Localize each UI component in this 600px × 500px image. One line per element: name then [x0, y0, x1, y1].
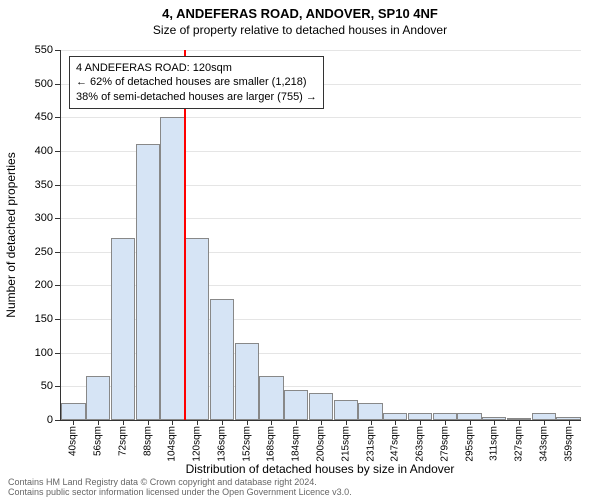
chart-title: 4, ANDEFERAS ROAD, ANDOVER, SP10 4NF — [0, 0, 600, 21]
x-tick — [470, 420, 471, 425]
annotation-box: 4 ANDEFERAS ROAD: 120sqm ← 62% of detach… — [69, 56, 324, 109]
y-tick-label: 450 — [35, 111, 53, 123]
y-tick-label: 300 — [35, 212, 53, 224]
y-tick — [55, 117, 61, 118]
x-tick-label: 104sqm — [167, 426, 178, 462]
y-axis-label: Number of detached properties — [4, 152, 18, 317]
y-tick-label: 550 — [35, 44, 53, 56]
x-tick — [222, 420, 223, 425]
footer-line2: Contains public sector information licen… — [8, 488, 352, 498]
y-tick — [55, 151, 61, 152]
histogram-bar — [532, 413, 556, 420]
x-tick-label: 168sqm — [266, 426, 277, 462]
gridline — [61, 117, 581, 118]
y-tick-label: 100 — [35, 347, 53, 359]
y-tick — [55, 185, 61, 186]
y-tick-label: 250 — [35, 246, 53, 258]
chart-plot-area: 4 ANDEFERAS ROAD: 120sqm ← 62% of detach… — [60, 50, 581, 421]
x-tick-label: 120sqm — [192, 426, 203, 462]
histogram-bar — [160, 117, 184, 420]
x-tick — [123, 420, 124, 425]
y-tick — [55, 285, 61, 286]
x-tick-label: 40sqm — [68, 426, 79, 456]
x-tick — [197, 420, 198, 425]
annotation-line1: 4 ANDEFERAS ROAD: 120sqm — [76, 61, 317, 75]
y-tick — [55, 353, 61, 354]
y-tick — [55, 84, 61, 85]
x-tick-label: 359sqm — [563, 426, 574, 462]
chart-subtitle: Size of property relative to detached ho… — [0, 21, 600, 37]
histogram-bar — [259, 376, 283, 420]
x-tick — [98, 420, 99, 425]
x-tick — [569, 420, 570, 425]
y-tick — [55, 218, 61, 219]
x-tick-label: 184sqm — [291, 426, 302, 462]
x-tick-label: 215sqm — [340, 426, 351, 462]
y-tick — [55, 386, 61, 387]
x-tick-label: 152sqm — [241, 426, 252, 462]
x-tick-label: 56sqm — [93, 426, 104, 456]
y-tick-label: 400 — [35, 145, 53, 157]
x-tick-label: 231sqm — [365, 426, 376, 462]
y-tick — [55, 50, 61, 51]
x-tick — [321, 420, 322, 425]
footer-text: Contains HM Land Registry data © Crown c… — [8, 478, 352, 498]
x-tick — [494, 420, 495, 425]
histogram-bar — [61, 403, 85, 420]
histogram-bar — [457, 413, 481, 420]
x-tick — [296, 420, 297, 425]
x-tick-label: 279sqm — [439, 426, 450, 462]
y-tick — [55, 319, 61, 320]
x-tick-label: 136sqm — [216, 426, 227, 462]
x-tick — [544, 420, 545, 425]
histogram-bar — [408, 413, 432, 420]
x-tick — [148, 420, 149, 425]
histogram-bar — [334, 400, 358, 420]
histogram-bar — [185, 238, 209, 420]
y-tick-label: 500 — [35, 78, 53, 90]
histogram-bar — [358, 403, 382, 420]
x-axis-label: Distribution of detached houses by size … — [60, 462, 580, 476]
x-tick — [172, 420, 173, 425]
histogram-bar — [284, 390, 308, 420]
x-tick — [420, 420, 421, 425]
y-tick — [55, 420, 61, 421]
y-tick-label: 0 — [47, 414, 53, 426]
chart-container: 4, ANDEFERAS ROAD, ANDOVER, SP10 4NF Siz… — [0, 0, 600, 500]
annotation-line2: ← 62% of detached houses are smaller (1,… — [76, 75, 317, 89]
x-tick — [247, 420, 248, 425]
x-tick-label: 295sqm — [464, 426, 475, 462]
histogram-bar — [210, 299, 234, 420]
x-tick — [371, 420, 372, 425]
x-tick-label: 72sqm — [117, 426, 128, 456]
x-tick — [445, 420, 446, 425]
x-tick — [346, 420, 347, 425]
x-tick-label: 247sqm — [390, 426, 401, 462]
y-tick-label: 200 — [35, 279, 53, 291]
x-tick-label: 311sqm — [489, 426, 500, 461]
x-tick — [519, 420, 520, 425]
y-tick-label: 350 — [35, 179, 53, 191]
x-tick — [73, 420, 74, 425]
histogram-bar — [235, 343, 259, 420]
x-tick-label: 263sqm — [415, 426, 426, 462]
histogram-bar — [136, 144, 160, 420]
x-tick-label: 327sqm — [514, 426, 525, 462]
histogram-bar — [433, 413, 457, 420]
y-tick-label: 150 — [35, 313, 53, 325]
y-tick — [55, 252, 61, 253]
x-tick — [271, 420, 272, 425]
annotation-line3: 38% of semi-detached houses are larger (… — [76, 90, 317, 104]
x-tick-label: 88sqm — [142, 426, 153, 456]
histogram-bar — [383, 413, 407, 420]
y-tick-label: 50 — [41, 380, 53, 392]
histogram-bar — [111, 238, 135, 420]
histogram-bar — [309, 393, 333, 420]
x-tick — [395, 420, 396, 425]
gridline — [61, 50, 581, 51]
x-tick-label: 343sqm — [538, 426, 549, 462]
histogram-bar — [86, 376, 110, 420]
x-tick-label: 200sqm — [316, 426, 327, 462]
